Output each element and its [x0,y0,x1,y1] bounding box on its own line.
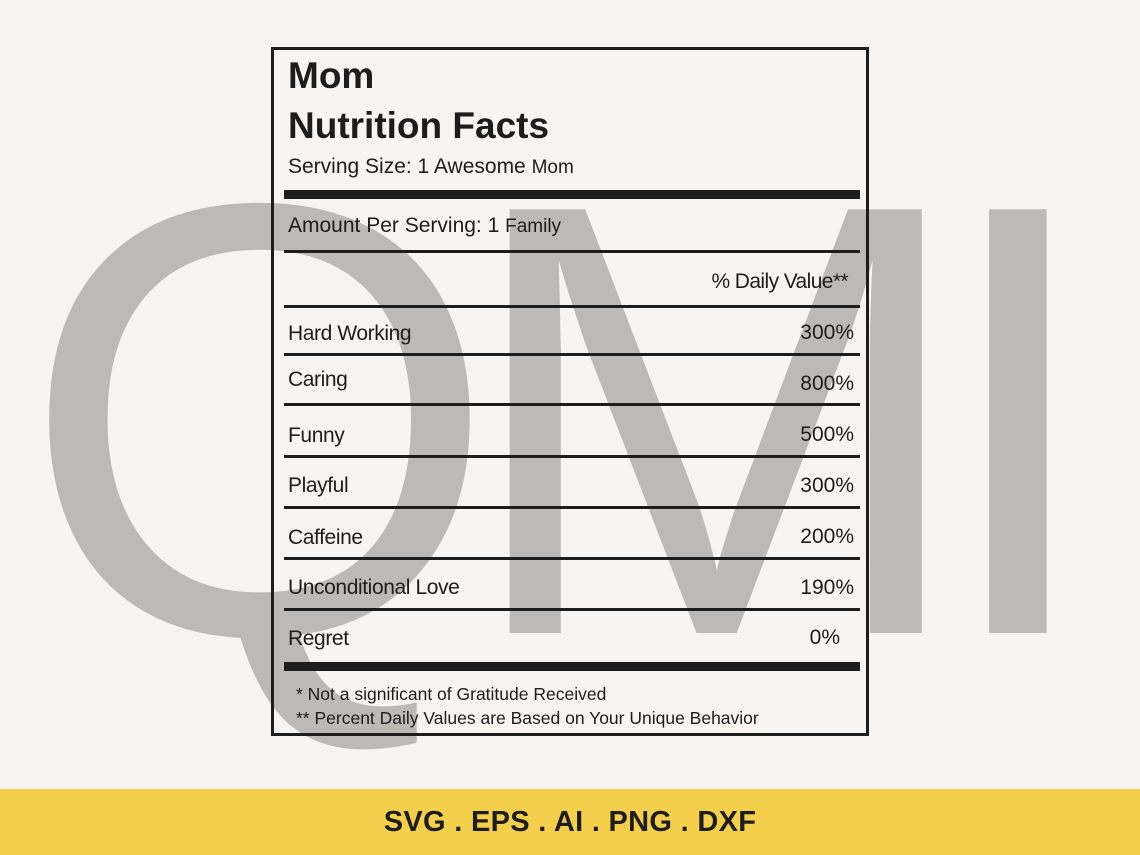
serving-size-prefix: Serving Size: 1 Awesome [288,155,532,178]
divider-thick-top [284,190,860,199]
amount-per-serving-suffix: Family [505,216,562,237]
divider [284,557,860,560]
serving-size: Serving Size: 1 Awesome Mom [288,154,574,181]
row-label-funny: Funny [288,424,345,447]
nutrition-facts-label: Mom Nutrition Facts Serving Size: 1 Awes… [271,47,869,736]
row-label-unconditional-love: Unconditional Love [288,576,460,599]
row-label-hard-working: Hard Working [288,322,412,345]
footnote-daily-values: ** Percent Daily Values are Based on You… [296,708,759,728]
row-value-caffeine: 200% [800,525,854,548]
file-formats-banner: SVG . EPS . AI . PNG . DXF [0,789,1140,855]
divider [284,608,860,611]
row-value-funny: 500% [800,423,854,446]
serving-size-suffix: Mom [531,157,574,178]
divider [284,455,860,458]
amount-per-serving: Amount Per Serving: 1 Family [288,213,561,240]
amount-per-serving-prefix: Amount Per Serving: 1 [288,214,506,237]
row-value-unconditional-love: 190% [800,576,854,599]
divider [284,403,860,406]
row-label-caring: Caring [288,368,348,391]
divider [284,250,860,253]
row-value-hard-working: 300% [800,321,854,344]
row-label-playful: Playful [288,474,349,497]
divider [284,506,860,509]
daily-value-header: % Daily Value** [711,270,848,293]
row-value-playful: 300% [800,474,854,497]
label-title-nutrition-facts: Nutrition Facts [288,105,550,146]
row-value-regret: 0% [809,626,840,649]
divider-thick-bottom [284,662,860,671]
divider [284,305,860,308]
footnote-gratitude: * Not a significant of Gratitude Receive… [296,684,607,704]
divider [284,353,860,356]
row-label-caffeine: Caffeine [288,526,363,549]
label-title-mom: Mom [288,55,375,96]
row-label-regret: Regret [288,627,349,650]
file-formats-text: SVG . EPS . AI . PNG . DXF [383,805,757,838]
row-value-caring: 800% [800,372,854,395]
